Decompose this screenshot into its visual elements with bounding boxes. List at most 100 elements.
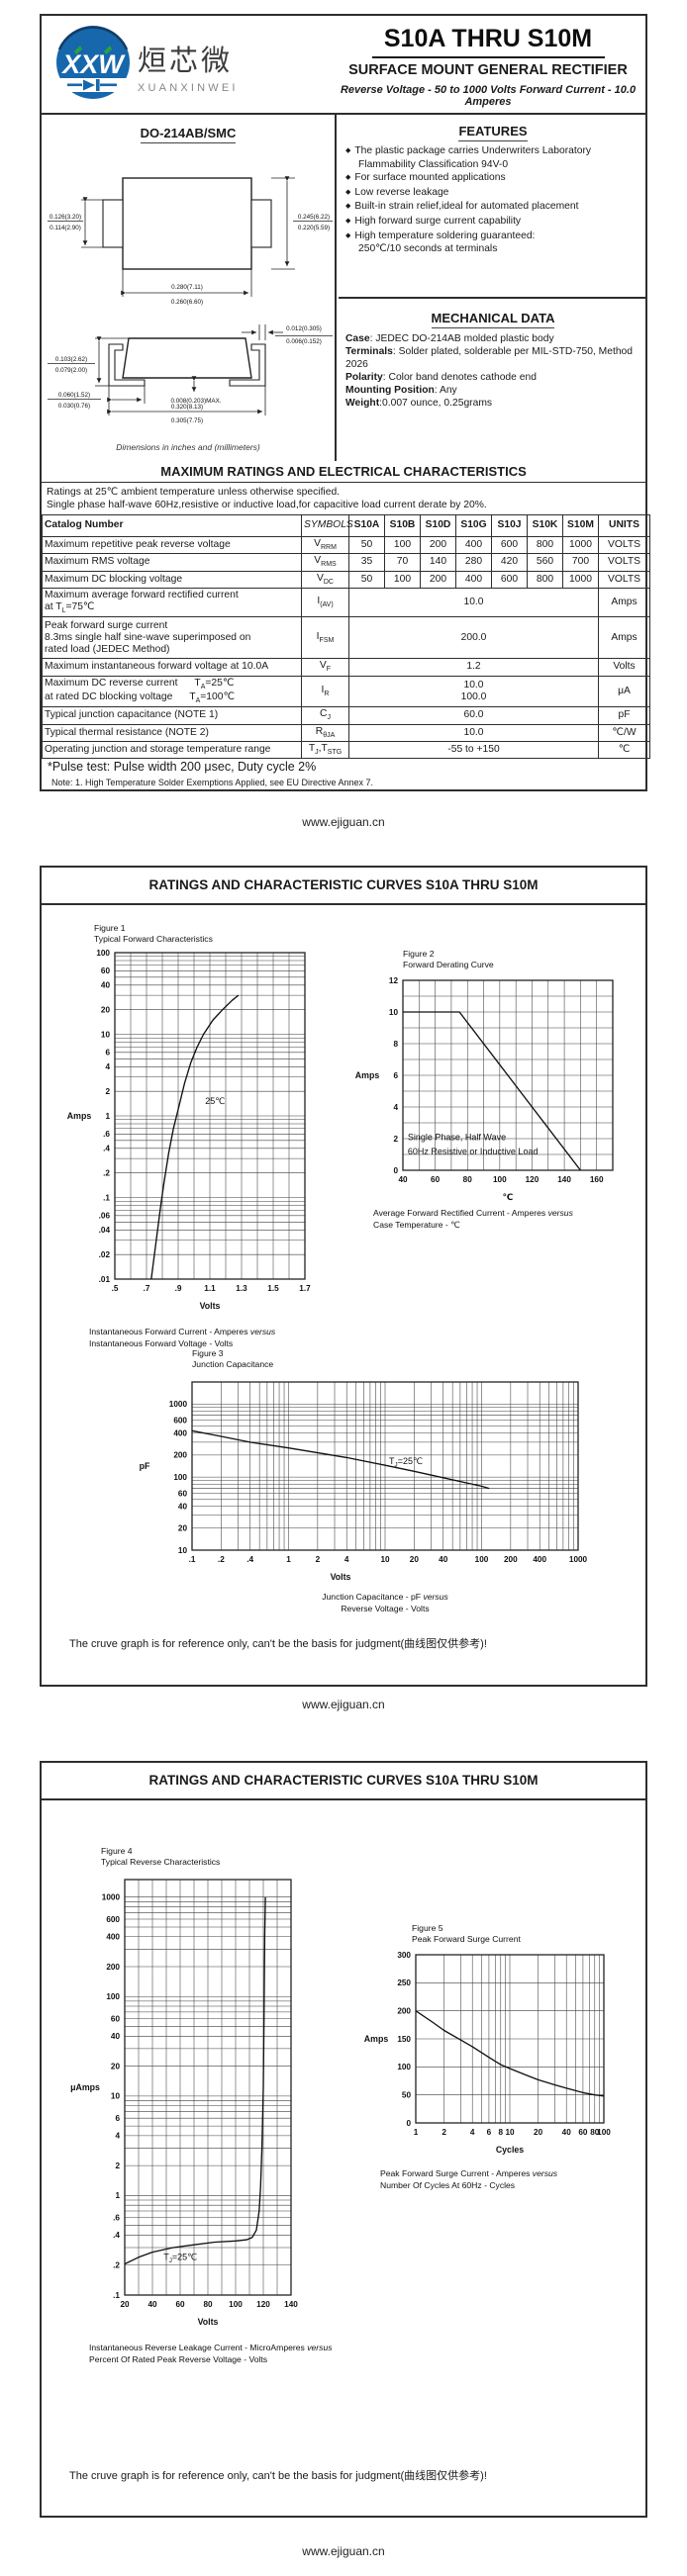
parameter-value: 800	[527, 535, 563, 555]
dim-terminal-thickness-in: 0.012(0.305)	[286, 325, 322, 332]
svg-text:40: 40	[147, 2300, 157, 2309]
dim-profile-height-in: 0.103(2.62)	[55, 356, 87, 363]
parameter-value: 200	[420, 535, 456, 555]
svg-text:4: 4	[393, 1103, 398, 1112]
units-header: UNITS	[598, 514, 650, 537]
parameter-value: 560	[527, 553, 563, 572]
svg-text:100: 100	[397, 2063, 411, 2071]
svg-text:.1: .1	[189, 1555, 196, 1564]
table-row: Maximum RMS voltage VRMS 35 70 140 280 420 560 7…	[42, 553, 650, 572]
svg-text:4: 4	[470, 2128, 475, 2137]
svg-text:Figure 5: Figure 5	[412, 1923, 443, 1933]
svg-text:Figure 3: Figure 3	[192, 1348, 224, 1358]
dim-profile-height-mm: 0.079(2.00)	[55, 367, 87, 374]
svg-text:200: 200	[173, 1451, 187, 1460]
package-and-features-section: DO-214AB/SMC	[42, 115, 645, 461]
svg-text:Instantaneous Forward Current: Instantaneous Forward Current - Amperes …	[89, 1327, 276, 1336]
svg-text:1: 1	[115, 2191, 120, 2200]
svg-text:10: 10	[380, 1555, 390, 1564]
svg-text:.02: .02	[99, 1250, 111, 1259]
svg-text:4: 4	[344, 1555, 349, 1564]
parameter-symbol: IR	[301, 675, 349, 708]
parameter-value: 280	[455, 553, 492, 572]
table-row: Maximum average forward rectified curren…	[42, 587, 650, 618]
table-row: Maximum repetitive peak reverse voltage V…	[42, 535, 650, 555]
package-drawing-panel: DO-214AB/SMC	[42, 115, 337, 461]
svg-text:1.7: 1.7	[299, 1284, 311, 1293]
svg-text:60: 60	[111, 2014, 121, 2023]
svg-text:40: 40	[398, 1175, 408, 1184]
svg-text:.06: .06	[99, 1212, 111, 1221]
svg-text:40: 40	[111, 2032, 121, 2041]
svg-text:TJ=25℃: TJ=25℃	[163, 2253, 197, 2264]
table-row: Typical thermal resistance (NOTE 2) RθJA 1…	[42, 723, 650, 742]
svg-text:10: 10	[101, 1030, 111, 1039]
feature-item: ◆ High forward surge current capability	[345, 215, 522, 227]
svg-text:Junction Capacitance: Junction Capacitance	[192, 1359, 273, 1369]
svg-text:12: 12	[389, 976, 399, 985]
svg-text:1: 1	[414, 2128, 419, 2137]
svg-text:2: 2	[442, 2128, 446, 2137]
svg-text:120: 120	[526, 1175, 540, 1184]
svg-text:100: 100	[229, 2300, 243, 2309]
dim-overall-width-mm: 0.305(7.75)	[171, 417, 203, 424]
xuanxinwei-logo-icon: XXW	[55, 26, 131, 99]
svg-text:6: 6	[105, 1049, 110, 1058]
svg-text:Instantaneous Reverse Leakage: Instantaneous Reverse Leakage Current - …	[89, 2343, 333, 2352]
svg-text:160: 160	[590, 1175, 604, 1184]
brand-logo: XXW 烜芯微 XUANXINWEI	[53, 22, 239, 103]
parameter-label: Maximum DC reverse current TA=25℃ at rat…	[42, 675, 302, 708]
parameter-symbol: VRRM	[301, 535, 349, 555]
svg-text:100: 100	[475, 1555, 489, 1564]
part-range-title: S10A THRU S10M	[383, 25, 593, 52]
svg-text:.2: .2	[218, 1555, 225, 1564]
part-number-header: S10G	[455, 514, 492, 537]
title-block: S10A THRU S10M SURFACE MOUNT GENERAL REC…	[337, 25, 639, 108]
parameter-value: 10.0 100.0	[348, 675, 599, 708]
parameter-value: 70	[384, 553, 421, 572]
svg-text:2: 2	[105, 1087, 110, 1096]
svg-text:.4: .4	[113, 2231, 120, 2240]
parameter-value: 600	[491, 570, 528, 589]
svg-text:.6: .6	[103, 1130, 110, 1139]
features-title: FEATURES	[345, 124, 640, 141]
table-row: Operating junction and storage temperatu…	[42, 740, 650, 760]
part-number-header: S10D	[420, 514, 456, 537]
svg-text:80: 80	[463, 1175, 473, 1184]
parameter-symbol: IFSM	[301, 616, 349, 660]
svg-text:2: 2	[115, 2162, 120, 2170]
svg-text:10: 10	[389, 1008, 399, 1017]
svg-text:100: 100	[493, 1175, 507, 1184]
svg-text:60: 60	[101, 966, 111, 975]
svg-text:60: 60	[578, 2128, 588, 2137]
bullet-icon: ◆	[345, 188, 351, 196]
parameter-value: 420	[491, 553, 528, 572]
svg-text:100: 100	[173, 1473, 187, 1482]
pulse-test-note: *Pulse test: Pulse width 200 μsec, Duty …	[48, 760, 317, 774]
table-row: Maximum DC blocking voltage VDC 50 100 200 40…	[42, 570, 650, 589]
table-header-row: Catalog Number SYMBOLS S10A S10B S10D S10G S10…	[42, 514, 650, 537]
parameter-value: 50	[348, 570, 385, 589]
bullet-icon: ◆	[345, 217, 351, 225]
parameter-units: ℃/W	[598, 723, 650, 742]
parameter-units: VOLTS	[598, 553, 650, 572]
svg-text:Case Temperature - ℃: Case Temperature - ℃	[373, 1220, 460, 1230]
svg-text:Figure 1: Figure 1	[94, 923, 126, 933]
svg-text:60: 60	[431, 1175, 441, 1184]
svg-text:Amps: Amps	[364, 2034, 389, 2044]
svg-text:40: 40	[562, 2128, 572, 2137]
svg-text:8: 8	[393, 1040, 398, 1049]
svg-text:20: 20	[111, 2062, 121, 2070]
svg-text:25℃: 25℃	[205, 1096, 225, 1106]
svg-text:20: 20	[101, 1005, 111, 1014]
svg-text:80: 80	[203, 2300, 213, 2309]
svg-text:Typical Forward Characteristic: Typical Forward Characteristics	[94, 934, 213, 944]
svg-text:1000: 1000	[169, 1400, 188, 1409]
svg-text:140: 140	[557, 1175, 571, 1184]
svg-text:Typical Reverse Characteristic: Typical Reverse Characteristics	[101, 1857, 220, 1867]
svg-text:6: 6	[393, 1071, 398, 1080]
svg-text:80: 80	[590, 2128, 600, 2137]
svg-text:6: 6	[487, 2128, 492, 2137]
